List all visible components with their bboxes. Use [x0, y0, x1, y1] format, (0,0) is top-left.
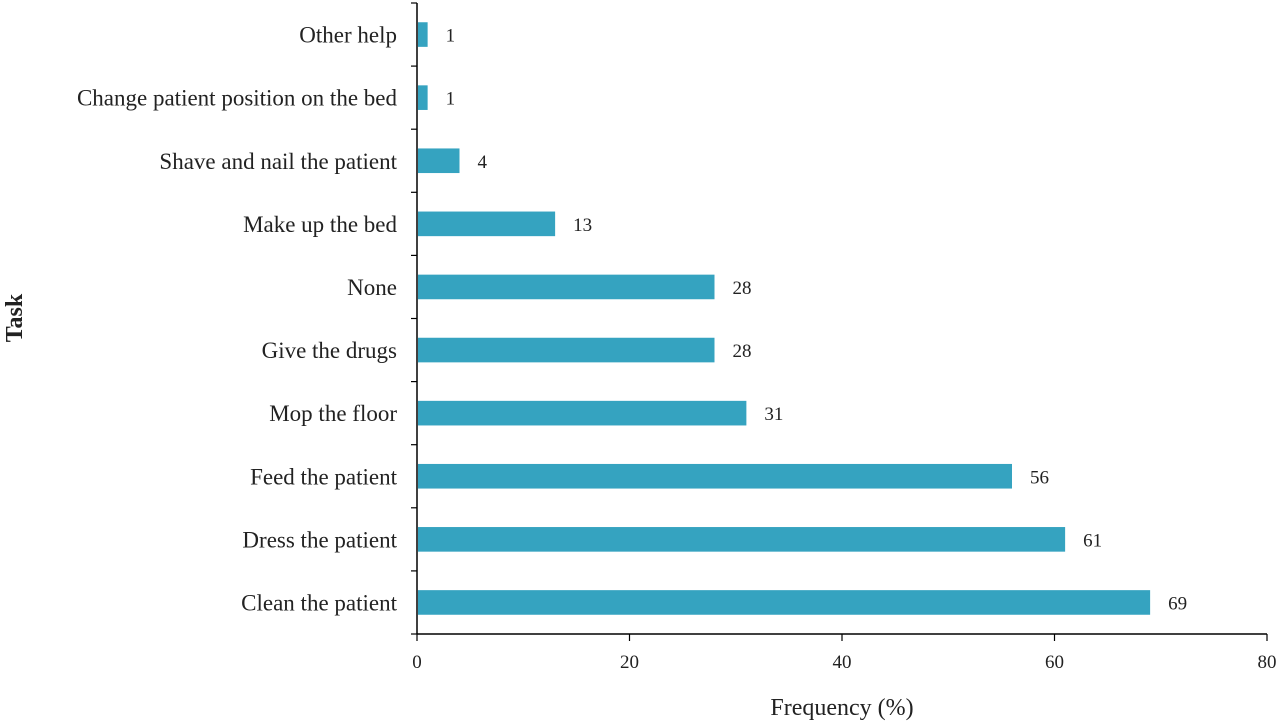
x-tick-label: 20: [620, 652, 639, 673]
bars-group: Clean the patient 69 Dress the patient 61 Fe…: [77, 22, 1187, 615]
x-tick-label: 0: [412, 652, 422, 673]
y-axis-title: Task: [2, 293, 28, 342]
data-label: 13: [573, 215, 592, 236]
data-label: 31: [764, 404, 783, 425]
data-label: 4: [478, 152, 488, 173]
bar: [418, 590, 1151, 615]
axes-group: 0 20 40 60 80: [411, 2, 1277, 673]
data-label: 1: [446, 89, 456, 110]
category-label: Make up the bed: [243, 212, 397, 237]
category-label: Give the drugs: [262, 338, 397, 363]
data-label: 61: [1083, 530, 1102, 551]
data-label: 56: [1030, 467, 1049, 488]
bar: [418, 211, 556, 237]
bar: [418, 85, 428, 110]
bar: [418, 274, 715, 300]
bar: [418, 400, 747, 426]
category-label: Shave and nail the patient: [159, 149, 397, 174]
data-label: 28: [733, 341, 752, 362]
data-label: 69: [1168, 593, 1187, 614]
bar: [418, 148, 460, 174]
x-axis-title: Frequency (%): [770, 695, 913, 721]
category-label: Change patient position on the bed: [77, 86, 398, 111]
category-label: Mop the floor: [269, 401, 397, 426]
category-label: Feed the patient: [250, 464, 398, 489]
bar: [418, 463, 1012, 489]
bar: [418, 527, 1066, 552]
data-label: 1: [446, 26, 456, 47]
data-label: 28: [733, 278, 752, 299]
category-label: Dress the patient: [242, 527, 397, 552]
category-label: None: [347, 275, 397, 300]
x-tick-label: 40: [833, 652, 852, 673]
category-label: Other help: [299, 23, 397, 48]
x-tick-label: 80: [1258, 652, 1277, 673]
bar: [418, 22, 428, 47]
bar: [418, 337, 715, 363]
category-label: Clean the patient: [241, 590, 397, 615]
x-tick-label: 60: [1045, 652, 1064, 673]
